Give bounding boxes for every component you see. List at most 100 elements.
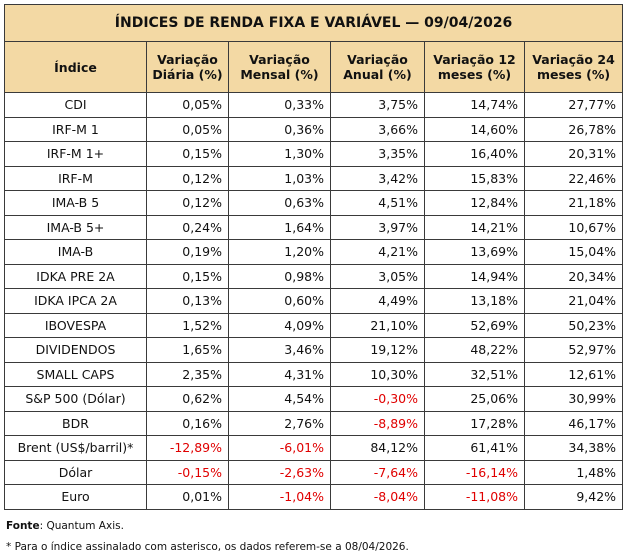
index-name: IMA-B [4, 239, 147, 265]
table-row: IBOVESPA 1,52% 4,09% 21,10% 52,69% 50,23% [4, 312, 624, 338]
index-name: Brent (US$/barril)* [4, 435, 147, 461]
value-cell: -12,89% [146, 435, 229, 461]
value-cell: 0,13% [146, 288, 229, 314]
index-table: ÍNDICES DE RENDA FIXA E VARIÁVEL — 09/04… [3, 4, 624, 510]
value-cell: -7,64% [330, 459, 425, 485]
value-cell: 3,42% [330, 165, 425, 191]
value-cell: 14,94% [424, 263, 525, 289]
table-row: CDI 0,05% 0,33% 3,75% 14,74% 27,77% [4, 92, 624, 118]
table-row: IMA-B 5+ 0,24% 1,64% 3,97% 14,21% 10,67% [4, 214, 624, 240]
column-header: Variação Mensal (%) [228, 41, 331, 93]
table-row: IDKA IPCA 2A 0,13% 0,60% 4,49% 13,18% 21,04% [4, 288, 624, 314]
value-cell: 25,06% [424, 386, 525, 412]
value-cell: 52,97% [523, 337, 624, 363]
table-head: ÍNDICES DE RENDA FIXA E VARIÁVEL — 09/04… [3, 4, 624, 93]
value-cell: 26,78% [523, 116, 624, 142]
value-cell: 32,51% [424, 361, 525, 387]
index-name: IBOVESPA [4, 312, 147, 338]
source-label: Fonte [6, 519, 40, 532]
table-container: ÍNDICES DE RENDA FIXA E VARIÁVEL — 09/04… [3, 4, 624, 558]
value-cell: 9,42% [523, 484, 624, 510]
value-cell: 46,17% [523, 410, 624, 436]
footer: Fonte: Quantum Axis. * Para o índice ass… [4, 516, 622, 558]
value-cell: 0,12% [146, 190, 229, 216]
value-cell: 0,36% [228, 116, 331, 142]
value-cell: 0,01% [146, 484, 229, 510]
value-cell: -0,15% [146, 459, 229, 485]
value-cell: 3,05% [330, 263, 425, 289]
value-cell: 4,09% [228, 312, 331, 338]
value-cell: 0,63% [228, 190, 331, 216]
column-header: Variação Anual (%) [330, 41, 425, 93]
value-cell: 2,76% [228, 410, 331, 436]
value-cell: 15,04% [523, 239, 624, 265]
value-cell: 3,66% [330, 116, 425, 142]
value-cell: -2,63% [228, 459, 331, 485]
index-name: BDR [4, 410, 147, 436]
column-header: Variação Diária (%) [146, 41, 229, 93]
value-cell: 1,03% [228, 165, 331, 191]
index-name: SMALL CAPS [4, 361, 147, 387]
value-cell: 22,46% [523, 165, 624, 191]
value-cell: -1,04% [228, 484, 331, 510]
value-cell: 0,98% [228, 263, 331, 289]
table-body: CDI 0,05% 0,33% 3,75% 14,74% 27,77% IRF-M 1 0,0… [4, 92, 624, 510]
value-cell: 0,15% [146, 141, 229, 167]
index-name: IRF-M 1 [4, 116, 147, 142]
note: * Para o índice assinalado com asterisco… [6, 540, 409, 553]
table-row: Euro 0,01% -1,04% -8,04% -11,08% 9,42% [4, 484, 624, 510]
value-cell: 13,69% [424, 239, 525, 265]
table-row: IMA-B 5 0,12% 0,63% 4,51% 12,84% 21,18% [4, 190, 624, 216]
table-row: DIVIDENDOS 1,65% 3,46% 19,12% 48,22% 52,97% [4, 337, 624, 363]
index-name: S&P 500 (Dólar) [4, 386, 147, 412]
index-name: IDKA IPCA 2A [4, 288, 147, 314]
value-cell: 3,97% [330, 214, 425, 240]
index-name: IMA-B 5+ [4, 214, 147, 240]
index-name: Euro [4, 484, 147, 510]
index-name: IRF-M 1+ [4, 141, 147, 167]
source-text: : Quantum Axis. [39, 519, 124, 532]
source: Fonte: Quantum Axis. [6, 516, 622, 537]
value-cell: 20,34% [523, 263, 624, 289]
value-cell: 14,60% [424, 116, 525, 142]
value-cell: -6,01% [228, 435, 331, 461]
value-cell: 30,99% [523, 386, 624, 412]
value-cell: -16,14% [424, 459, 525, 485]
value-cell: 0,33% [228, 92, 331, 118]
value-cell: 4,54% [228, 386, 331, 412]
value-cell: 0,60% [228, 288, 331, 314]
value-cell: -11,08% [424, 484, 525, 510]
table-row: Dólar -0,15% -2,63% -7,64% -16,14% 1,48% [4, 459, 624, 485]
index-name: CDI [4, 92, 147, 118]
index-name: Dólar [4, 459, 147, 485]
value-cell: 0,05% [146, 116, 229, 142]
value-cell: 84,12% [330, 435, 425, 461]
value-cell: 0,12% [146, 165, 229, 191]
value-cell: 0,15% [146, 263, 229, 289]
index-name: DIVIDENDOS [4, 337, 147, 363]
value-cell: 12,84% [424, 190, 525, 216]
value-cell: 0,62% [146, 386, 229, 412]
value-cell: 21,10% [330, 312, 425, 338]
value-cell: 16,40% [424, 141, 525, 167]
value-cell: 1,30% [228, 141, 331, 167]
value-cell: 14,21% [424, 214, 525, 240]
value-cell: -0,30% [330, 386, 425, 412]
index-name: IMA-B 5 [4, 190, 147, 216]
table-row: IRF-M 1+ 0,15% 1,30% 3,35% 16,40% 20,31% [4, 141, 624, 167]
column-header: Índice [4, 41, 147, 93]
value-cell: 4,51% [330, 190, 425, 216]
column-header: Variação 12 meses (%) [424, 41, 525, 93]
table-row: IRF-M 1 0,05% 0,36% 3,66% 14,60% 26,78% [4, 116, 624, 142]
value-cell: 1,64% [228, 214, 331, 240]
value-cell: 13,18% [424, 288, 525, 314]
value-cell: 14,74% [424, 92, 525, 118]
table-row: Brent (US$/barril)* -12,89% -6,01% 84,12% 61… [4, 435, 624, 461]
table-row: IRF-M 0,12% 1,03% 3,42% 15,83% 22,46% [4, 165, 624, 191]
value-cell: 3,46% [228, 337, 331, 363]
value-cell: 21,18% [523, 190, 624, 216]
value-cell: 21,04% [523, 288, 624, 314]
table-title: ÍNDICES DE RENDA FIXA E VARIÁVEL — 09/04… [3, 4, 624, 42]
value-cell: -8,89% [330, 410, 425, 436]
value-cell: 1,20% [228, 239, 331, 265]
